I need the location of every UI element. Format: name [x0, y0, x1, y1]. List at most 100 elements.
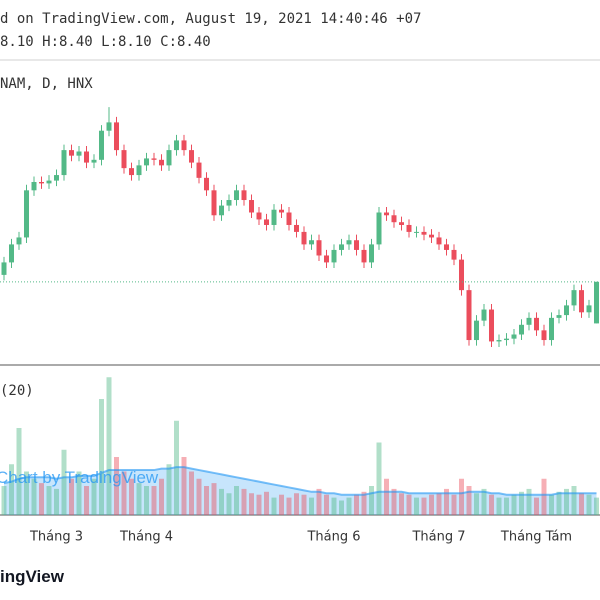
volume-bar [384, 478, 389, 515]
volume-bar [526, 488, 532, 515]
volume-bar [399, 493, 404, 515]
volume-bar [301, 494, 307, 515]
volume-bar [226, 493, 232, 515]
watermark: Chart by TradingView [0, 468, 159, 487]
candle-body [271, 209, 277, 225]
volume-bar [331, 497, 337, 515]
candle-body [504, 338, 509, 341]
volume-bar [474, 493, 479, 515]
volume-bar [444, 488, 449, 515]
volume-bar [459, 478, 464, 515]
volume-bar [429, 494, 434, 515]
candle-body [159, 159, 164, 166]
logo: ingView [0, 567, 65, 586]
candle-body [9, 244, 14, 263]
candle-body [129, 168, 134, 176]
candle-body [534, 317, 539, 331]
volume-bar [534, 497, 539, 515]
volume-bar [129, 478, 134, 515]
candle-body [144, 158, 149, 166]
volume-bar [496, 497, 502, 515]
candle-body [99, 130, 104, 160]
candle-body [151, 158, 157, 160]
volume-bar [579, 493, 584, 515]
candle-body [54, 175, 59, 181]
volume-bar [541, 478, 547, 515]
candle-body [511, 334, 517, 339]
volume-bar [586, 494, 592, 515]
candle-body [406, 224, 412, 232]
volume-bar [249, 493, 254, 515]
volume-bar [294, 493, 299, 515]
candle-body [121, 150, 127, 169]
candle-body [256, 212, 262, 220]
candle-body [384, 212, 389, 216]
candle-body [489, 309, 494, 342]
volume-bar [264, 491, 269, 515]
candle-body [399, 222, 404, 225]
candle-body [204, 177, 209, 191]
volume-bar [421, 497, 427, 515]
volume-ma-line [3, 466, 597, 496]
x-tick-label: Tháng 7 [411, 530, 465, 545]
volume-ma-area [4, 467, 597, 515]
candle-body [324, 255, 329, 263]
candle-body [1, 262, 7, 275]
candle-body [76, 151, 82, 156]
volume-bar [511, 494, 517, 515]
candle-body [84, 151, 89, 163]
volume-bar [46, 486, 52, 515]
candle-body [361, 249, 367, 263]
volume-bar [549, 494, 554, 515]
candle-body [421, 231, 427, 235]
volume-bar [376, 442, 382, 515]
candle-body [339, 244, 344, 250]
candle-body [579, 290, 584, 313]
volume-bar [414, 497, 419, 515]
candle-body [429, 234, 434, 238]
volume-bar [354, 494, 359, 515]
volume-bar [204, 486, 209, 515]
volume-bar [571, 486, 577, 515]
candle-body [294, 224, 299, 232]
volume-bar [16, 428, 22, 515]
candle-body [286, 212, 292, 225]
candle-body [564, 305, 569, 316]
volume-bar [136, 483, 142, 515]
volume-bar [91, 478, 97, 515]
candle-body [594, 281, 599, 324]
candle-body [226, 200, 232, 206]
volume-bar [504, 497, 509, 515]
candle-body [211, 190, 217, 216]
x-tick-label: Tháng 4 [119, 530, 173, 545]
volume-bar [346, 497, 352, 515]
candle-body [16, 237, 22, 245]
candle-body [586, 305, 592, 313]
volume-bar [84, 486, 89, 515]
candle-body [571, 290, 577, 306]
volume-bar [159, 478, 164, 515]
candle-body [346, 240, 352, 245]
volume-bar [196, 478, 202, 515]
volume-bar [339, 500, 344, 515]
candle-body [526, 317, 532, 325]
volume-bar [61, 449, 67, 515]
candle-body [24, 190, 29, 238]
volume-bar [31, 478, 37, 515]
candle-body [264, 219, 269, 225]
candle-body [189, 150, 194, 163]
candle-body [466, 290, 472, 341]
candle-body [46, 180, 52, 184]
candle-body [496, 340, 502, 342]
candle-body [549, 317, 554, 341]
volume-bar [361, 491, 367, 515]
header-line: d on TradingView.com, August 19, 2021 14… [0, 11, 421, 27]
x-tick-label: Tháng 3 [29, 530, 83, 545]
volume-bar [564, 488, 569, 515]
volume-bar [436, 493, 442, 515]
candle-body [166, 150, 172, 166]
volume-bar [466, 486, 472, 515]
volume-bar [286, 497, 292, 515]
